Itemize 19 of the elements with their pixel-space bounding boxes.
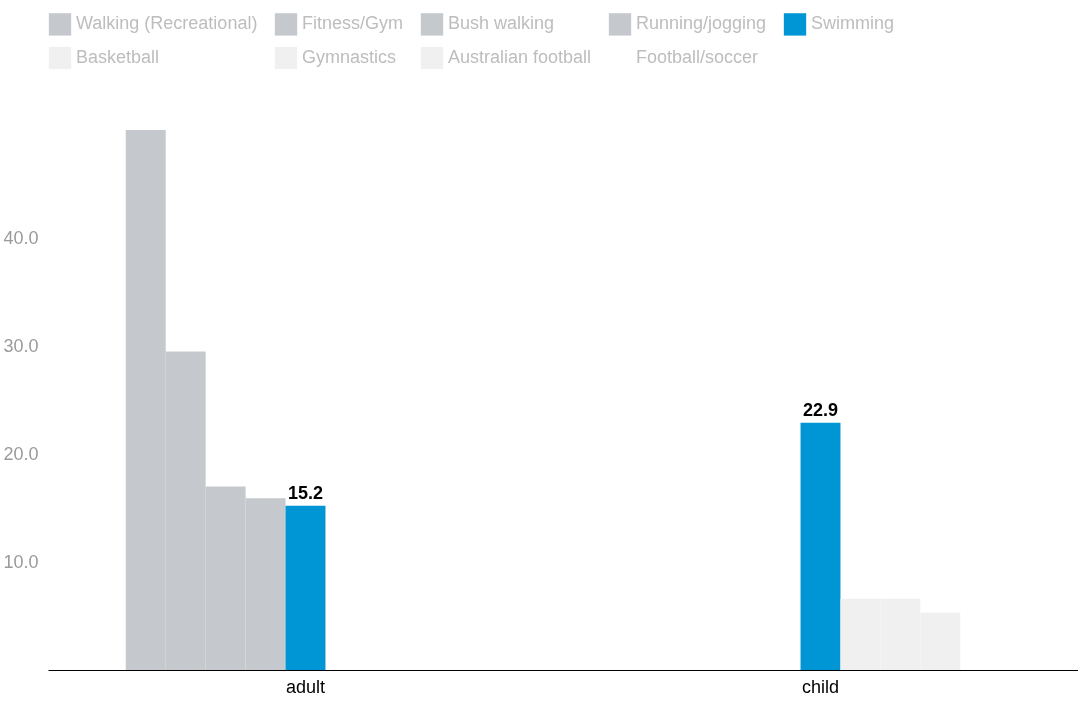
legend-label: Walking (Recreational) [76, 13, 258, 34]
x-tick-label: adult [285, 676, 326, 697]
bar [285, 505, 326, 670]
y-tick-label: 10.0 [3, 551, 39, 572]
y-tick-label: 40.0 [3, 227, 39, 248]
legend-label: Basketball [76, 47, 160, 67]
legend-label: Bush walking [448, 13, 555, 34]
legend-label: Gymnastics [302, 47, 397, 67]
data-label: 22.9 [802, 399, 839, 420]
x-tick-label: child [801, 676, 840, 697]
legend-label: Fitness/Gym [302, 13, 404, 34]
text: Football/soccer [636, 47, 759, 67]
legend-label: Running/jogging [636, 13, 767, 34]
y-tick-label: 30.0 [3, 335, 39, 356]
legend-label: Australian football [448, 47, 592, 67]
data-label: 15.2 [287, 482, 324, 503]
bar [800, 422, 841, 670]
y-tick-label: 20.0 [3, 443, 39, 464]
legend-label: Swimming [811, 13, 895, 34]
